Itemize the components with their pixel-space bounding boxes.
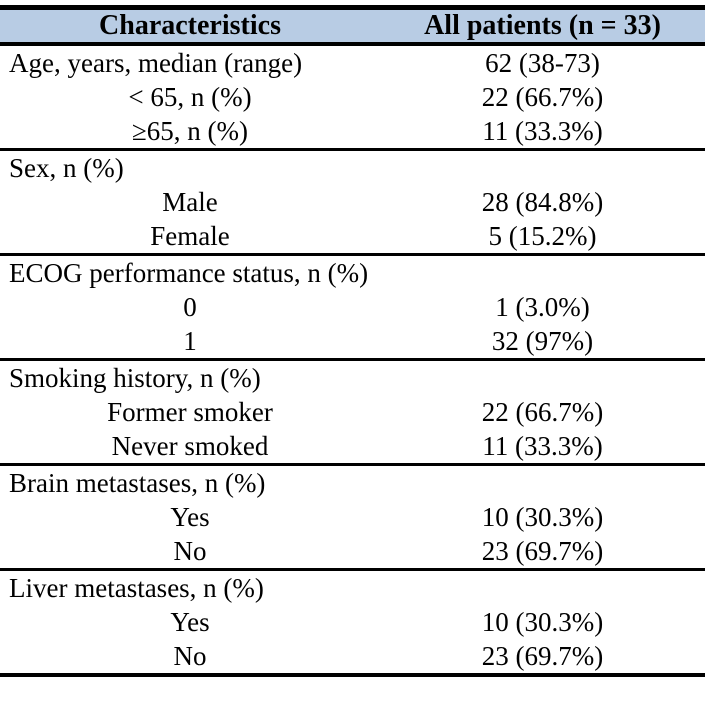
header-cell-characteristics: Characteristics	[99, 10, 281, 41]
row-label: No	[173, 535, 207, 566]
row-value: 10 (30.3%)	[481, 501, 604, 532]
table-row: Yes 10 (30.3%)	[0, 500, 705, 534]
table-row: < 65, n (%) 22 (66.7%)	[0, 80, 705, 114]
section-brain-metastases: Brain metastases, n (%) Yes 10 (30.3%) N…	[0, 463, 705, 568]
table-row: ECOG performance status, n (%)	[0, 256, 705, 290]
header-cell-all-patients: All patients (n = 33)	[424, 10, 661, 41]
row-value: 11 (33.3%)	[482, 430, 603, 461]
row-label: < 65, n (%)	[128, 81, 252, 112]
row-label: 0	[183, 291, 197, 322]
table-row: 1 32 (97%)	[0, 324, 705, 358]
row-label: Male	[162, 186, 218, 217]
table-row: Former smoker 22 (66.7%)	[0, 395, 705, 429]
table-row: Brain metastases, n (%)	[0, 466, 705, 500]
patient-characteristics-table: Characteristics All patients (n = 33) Ag…	[0, 5, 705, 677]
row-value: 23 (69.7%)	[481, 640, 604, 671]
row-label: Yes	[170, 606, 210, 637]
table-row: Yes 10 (30.3%)	[0, 605, 705, 639]
table-row: Age, years, median (range) 62 (38-73)	[0, 46, 705, 80]
row-value: 1 (3.0%)	[495, 291, 590, 322]
table-row: Liver metastases, n (%)	[0, 571, 705, 605]
table-row: Male 28 (84.8%)	[0, 185, 705, 219]
row-label: ECOG performance status, n (%)	[9, 257, 369, 288]
row-value: 22 (66.7%)	[481, 81, 604, 112]
table-row: Never smoked 11 (33.3%)	[0, 429, 705, 463]
row-label: Female	[150, 220, 230, 251]
table-row: 0 1 (3.0%)	[0, 290, 705, 324]
row-label: ≥65, n (%)	[131, 115, 249, 146]
table-row: No 23 (69.7%)	[0, 534, 705, 568]
row-label: Liver metastases, n (%)	[9, 572, 264, 603]
table-row: ≥65, n (%) 11 (33.3%)	[0, 114, 705, 148]
table-row: Smoking history, n (%)	[0, 361, 705, 395]
row-label: No	[173, 640, 207, 671]
row-value: 22 (66.7%)	[481, 396, 604, 427]
section-sex: Sex, n (%) Male 28 (84.8%) Female 5 (15.…	[0, 148, 705, 253]
row-value: 32 (97%)	[491, 325, 594, 356]
row-label: Sex, n (%)	[9, 152, 124, 183]
table-header-row: Characteristics All patients (n = 33)	[0, 10, 705, 46]
section-smoking: Smoking history, n (%) Former smoker 22 …	[0, 358, 705, 463]
section-liver-metastases: Liver metastases, n (%) Yes 10 (30.3%) N…	[0, 568, 705, 673]
row-label: Former smoker	[107, 396, 273, 427]
row-value: 23 (69.7%)	[481, 535, 604, 566]
row-label: 1	[183, 325, 197, 356]
row-value: 62 (38-73)	[485, 47, 600, 78]
row-value: 28 (84.8%)	[481, 186, 604, 217]
table-row: No 23 (69.7%)	[0, 639, 705, 673]
row-value: 5 (15.2%)	[488, 220, 597, 251]
table-row: Female 5 (15.2%)	[0, 219, 705, 253]
section-age: Age, years, median (range) 62 (38-73) < …	[0, 46, 705, 148]
row-value: 11 (33.3%)	[482, 115, 603, 146]
table-row: Sex, n (%)	[0, 151, 705, 185]
section-ecog: ECOG performance status, n (%) 0 1 (3.0%…	[0, 253, 705, 358]
row-label: Brain metastases, n (%)	[9, 467, 266, 498]
row-value: 10 (30.3%)	[481, 606, 604, 637]
row-label: Yes	[170, 501, 210, 532]
row-label: Age, years, median (range)	[9, 47, 303, 78]
row-label: Never smoked	[111, 430, 269, 461]
row-label: Smoking history, n (%)	[9, 362, 261, 393]
